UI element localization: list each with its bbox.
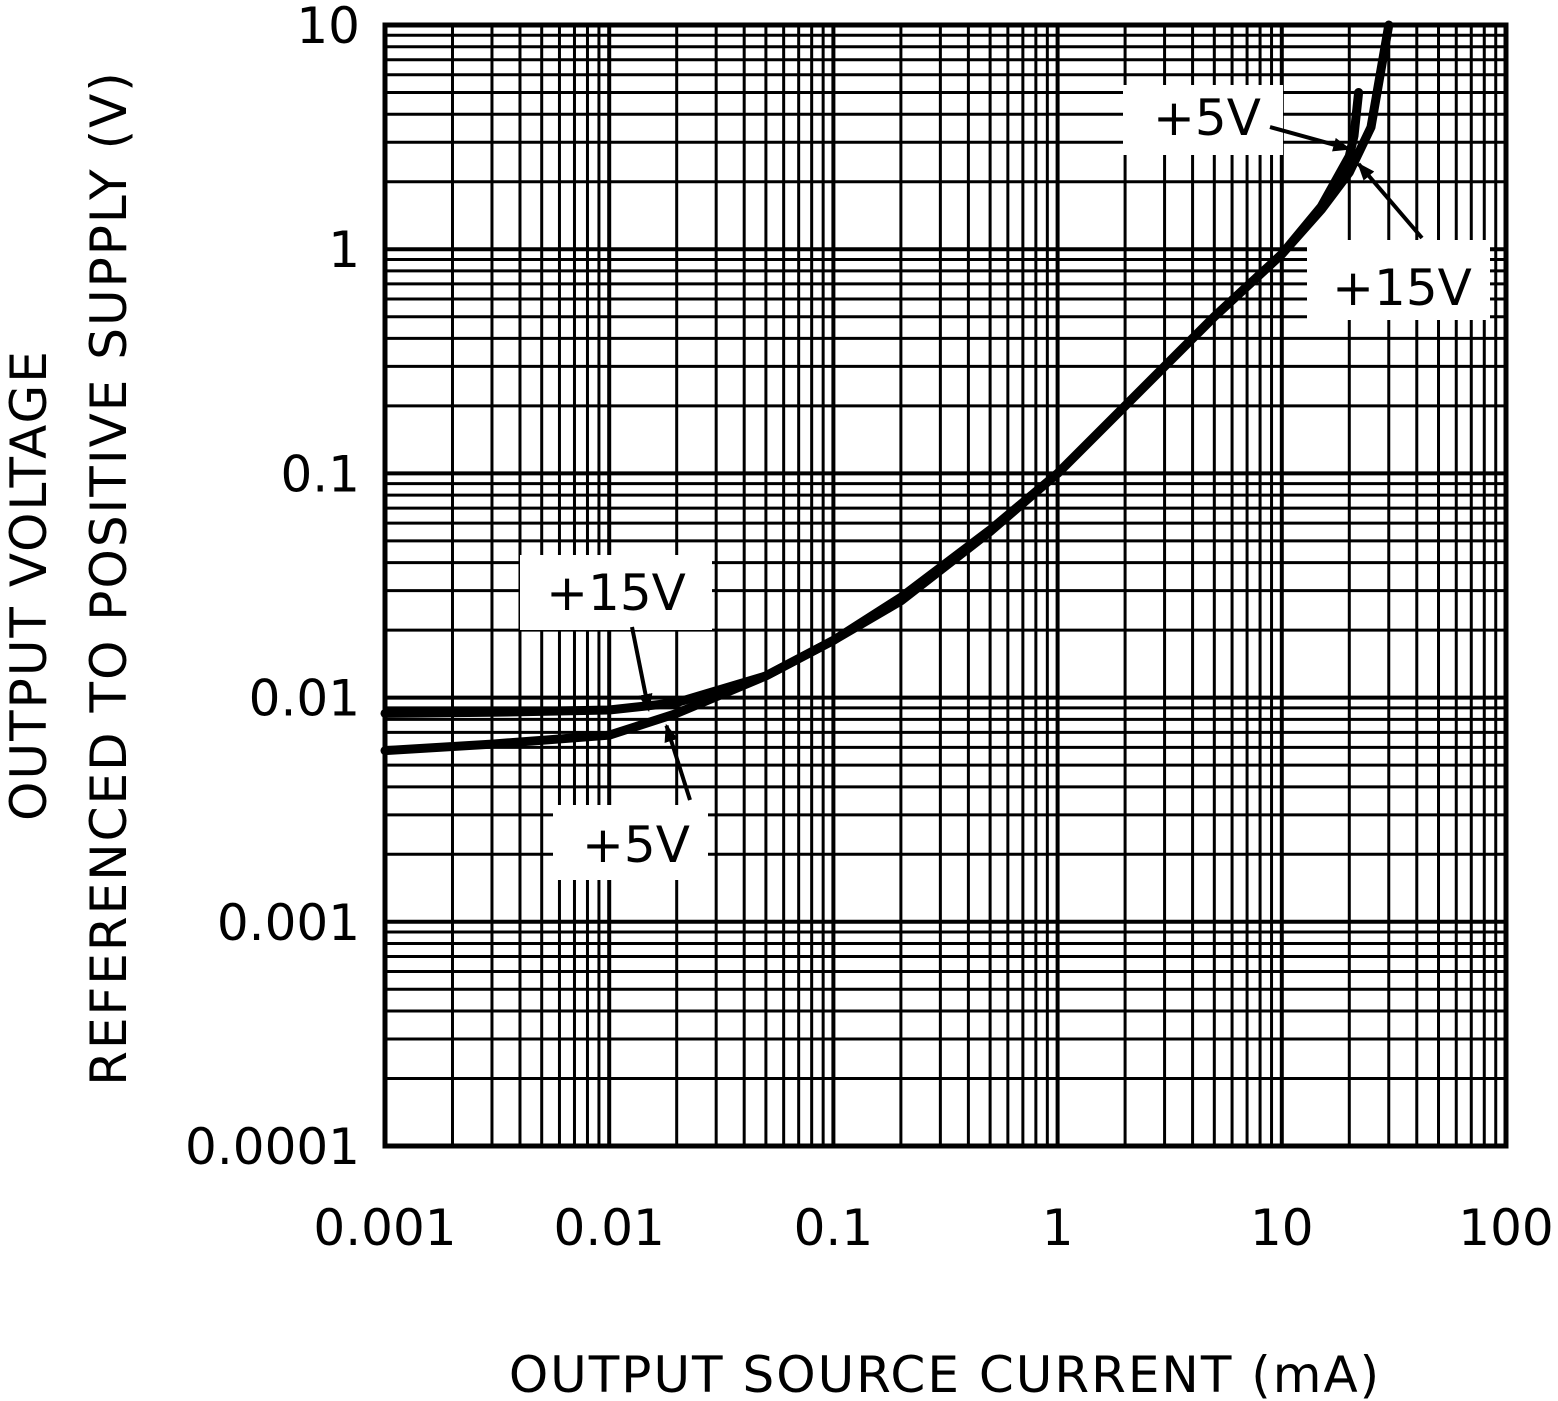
series-label-box — [553, 805, 708, 880]
tick-labels: 0.001 0.01 0.1 1 10 100 0.0001 0.001 0.01 0.1 1 10 — [185, 0, 1554, 1257]
series-label: +5V — [1153, 89, 1261, 147]
x-tick-label: 100 — [1458, 1199, 1553, 1257]
annotation-arrow — [664, 723, 692, 801]
y-tick-label: 0.0001 — [185, 1118, 360, 1176]
y-tick-label: 0.1 — [280, 445, 360, 503]
plot-frame — [382, 22, 1509, 1149]
annotation-arrow — [1269, 125, 1352, 152]
y-axis-title-line-1: OUTPUT VOLTAGE — [0, 349, 58, 821]
annotation-arrow — [630, 626, 653, 713]
grid — [382, 22, 1509, 1149]
x-tick-label: 10 — [1250, 1199, 1314, 1257]
y-tick-label: 1 — [328, 221, 360, 279]
annotation-arrow — [1357, 162, 1424, 240]
x-axis-title: OUTPUT SOURCE CURRENT (mA) — [509, 1346, 1381, 1401]
series-label: +5V — [582, 816, 690, 874]
series-label-box — [1307, 240, 1490, 320]
series-label-box — [1123, 85, 1283, 155]
series-label: +15V — [1332, 259, 1472, 317]
x-tick-label: 0.001 — [313, 1199, 456, 1257]
series-line — [380, 88, 1364, 756]
y-tick-label: 0.01 — [249, 670, 360, 728]
x-tick-label: 1 — [1042, 1199, 1074, 1257]
series-label: +15V — [546, 564, 686, 622]
annotations: +15V +5V +5V +15V — [520, 85, 1490, 880]
y-tick-label: 10 — [296, 0, 360, 55]
y-tick-label: 0.001 — [217, 894, 360, 952]
x-tick-label: 0.1 — [794, 1199, 874, 1257]
series-label-box — [520, 555, 712, 630]
y-axis-title-line-2: REFERENCED TO POSITIVE SUPPLY (V) — [80, 70, 138, 1086]
x-tick-label: 0.01 — [554, 1199, 665, 1257]
